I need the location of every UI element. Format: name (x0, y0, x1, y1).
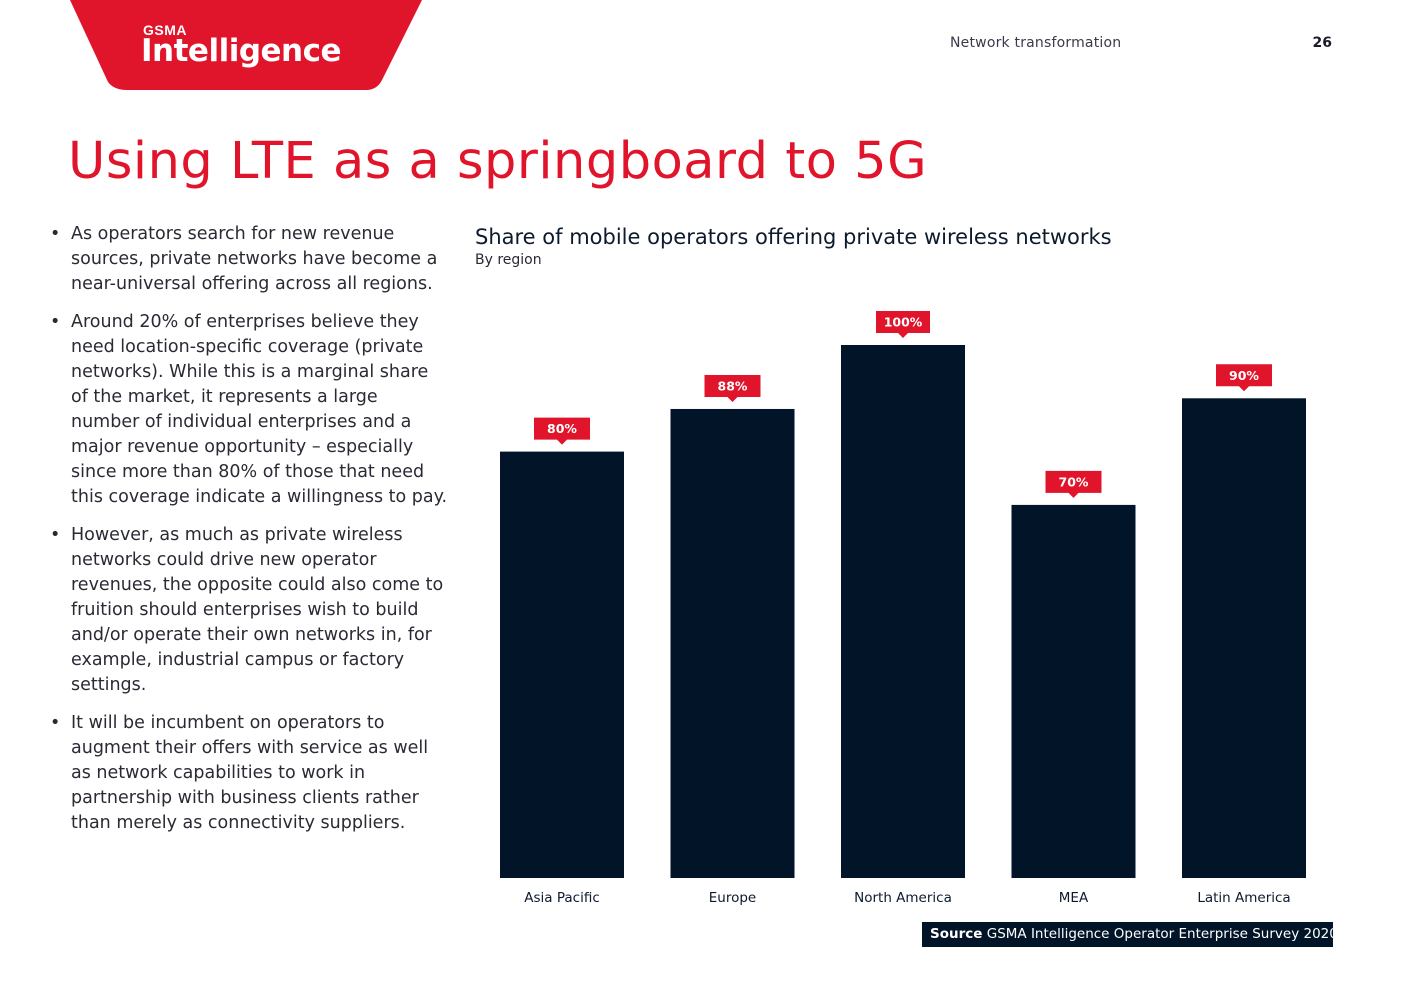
bar (500, 451, 624, 878)
data-label: 100% (884, 315, 923, 330)
chart-subtitle: By region (475, 252, 542, 268)
category-label: Asia Pacific (524, 890, 600, 906)
data-label-box (1045, 470, 1102, 498)
bullet-dot-icon: • (50, 713, 61, 733)
bullet-item: • However, as much as private wireless ne… (50, 523, 450, 698)
chart-title: Share of mobile operators offering priva… (475, 225, 1112, 249)
source-text: GSMA Intelligence Operator Enterprise Su… (986, 926, 1338, 942)
section-label: Network transformation (950, 35, 1122, 51)
data-label-box (1216, 364, 1272, 392)
source-label: Source (930, 926, 983, 942)
page-number: 26 (1312, 35, 1332, 51)
bar (670, 408, 795, 878)
bullet-text: It will be incumbent on operators to aug… (71, 713, 429, 833)
logo-tab: GSMA Intelligence (0, 0, 440, 92)
logo-intelligence: Intelligence (141, 33, 342, 69)
bullet-text: However, as much as private wireless net… (71, 525, 444, 695)
bar (1011, 504, 1136, 878)
bullet-text: Around 20% of enterprises believe they n… (71, 312, 448, 507)
bar-chart: 80% Asia Pacific 88% Europe 100% North Americ… (500, 311, 1306, 906)
bullet-dot-icon: • (50, 525, 61, 545)
bullet-dot-icon: • (50, 224, 61, 244)
category-label: North America (854, 890, 952, 906)
data-label: 88% (718, 378, 748, 393)
category-label: Latin America (1197, 890, 1290, 906)
bullet-item: • Around 20% of enterprises believe they … (50, 310, 450, 510)
bullet-list: • As operators search for new revenue sou… (50, 222, 450, 849)
logo-gsma: GSMA (143, 22, 187, 38)
page-title: Using LTE as a springboard to 5G (68, 132, 928, 191)
bullet-item: • It will be incumbent on operators to au… (50, 711, 450, 836)
bar (1182, 398, 1306, 878)
category-label: MEA (1059, 890, 1089, 906)
data-label: 80% (547, 421, 577, 436)
category-label: Europe (709, 890, 756, 906)
logo-tab-shape (70, 0, 422, 90)
bullet-dot-icon: • (50, 312, 61, 332)
data-label: 90% (1229, 368, 1259, 383)
data-label-box (876, 311, 930, 338)
data-label: 70% (1059, 474, 1089, 489)
bar (841, 345, 965, 878)
bullet-text: As operators search for new revenue sour… (71, 224, 438, 294)
data-label-box (534, 417, 590, 445)
data-label-box (704, 374, 761, 402)
source-note: Source GSMA Intelligence Operator Enterp… (922, 922, 1338, 947)
bullet-item: • As operators search for new revenue sou… (50, 222, 450, 297)
